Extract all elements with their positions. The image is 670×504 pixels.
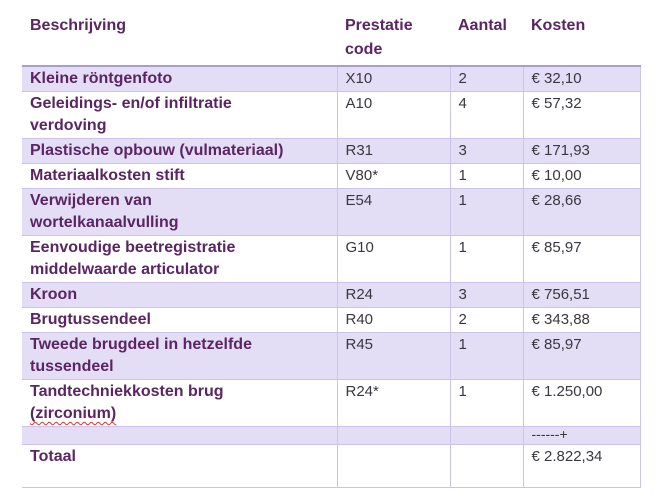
table-row: Tandtechniekkosten brug (zirconium) R24* … (22, 379, 641, 427)
aantal-cell: 3 (449, 282, 524, 308)
description-cell: Geleidings- en/of infiltratie verdoving (22, 91, 338, 139)
kosten-cell: ------+ (522, 426, 641, 445)
description-cell: Brugtussendeel (22, 307, 338, 333)
code-cell (336, 444, 451, 488)
table-row: ------+ (22, 426, 641, 445)
description-line: Plastische opbouw (vulmateriaal) (30, 142, 284, 159)
description-line: Kleine röntgenfoto (30, 70, 173, 87)
description-line: Materiaalkosten stift (30, 167, 185, 184)
description-cell (22, 426, 338, 445)
aantal-cell (449, 444, 524, 488)
cost-table-container: Beschrijving Prestatie code Aantal Koste… (22, 10, 641, 488)
kosten-cell: € 57,32 (522, 91, 641, 139)
code-cell: E54 (336, 188, 451, 236)
kosten-cell: € 343,88 (522, 307, 641, 333)
header-aantal: Aantal (458, 17, 507, 34)
table-row: Kleine röntgenfoto X10 2 € 32,10 (22, 65, 641, 92)
code-cell: G10 (336, 235, 451, 283)
table-body: Kleine röntgenfoto X10 2 € 32,10 Geleidi… (22, 65, 641, 488)
description-line: verdoving (30, 117, 107, 134)
aantal-cell: 1 (449, 188, 524, 236)
kosten-cell: € 171,93 (522, 138, 641, 164)
kosten-cell: € 85,97 (522, 235, 641, 283)
cost-table: Beschrijving Prestatie code Aantal Koste… (22, 10, 641, 488)
description-line: wortelkanaalvulling (30, 214, 179, 231)
aantal-cell (449, 426, 524, 445)
kosten-cell: € 28,66 (522, 188, 641, 236)
header-beschrijving: Beschrijving (30, 17, 127, 34)
aantal-cell: 1 (449, 163, 524, 189)
kosten-cell: € 2.822,34 (522, 444, 641, 488)
code-cell: X10 (336, 65, 451, 92)
description-cell: Kroon (22, 282, 338, 308)
header-kosten: Kosten (531, 17, 586, 34)
description-line: Totaal (30, 448, 76, 465)
code-cell: V80* (336, 163, 451, 189)
aantal-cell: 1 (449, 379, 524, 427)
description-line: middelwaarde articulator (30, 261, 220, 278)
table-header: Beschrijving Prestatie code Aantal Koste… (22, 10, 640, 66)
description-line: Tweede brugdeel in hetzelfde (30, 336, 252, 353)
description-cell: Eenvoudige beetregistratie middelwaarde a… (22, 235, 338, 283)
header-row: Beschrijving Prestatie code Aantal Koste… (22, 10, 640, 66)
kosten-cell: € 756,51 (522, 282, 641, 308)
code-cell: R40 (336, 307, 451, 333)
aantal-cell: 1 (449, 235, 524, 283)
description-line: (zirconium) (30, 405, 117, 422)
header-prestatie-code: Prestatie code (345, 17, 413, 58)
description-cell: Plastische opbouw (vulmateriaal) (22, 138, 338, 164)
aantal-cell: 2 (449, 65, 524, 92)
description-line: tussendeel (30, 358, 114, 375)
code-cell: R24 (336, 282, 451, 308)
kosten-cell: € 10,00 (522, 163, 641, 189)
code-cell: R31 (336, 138, 451, 164)
description-line: Verwijderen van (30, 192, 152, 209)
code-cell: A10 (336, 91, 451, 139)
table-row: Totaal € 2.822,34 (22, 444, 641, 488)
table-row: Tweede brugdeel in hetzelfde tussendeel R… (22, 332, 641, 380)
description-cell: Verwijderen van wortelkanaalvulling (22, 188, 338, 236)
description-line: Tandtechniekkosten brug (30, 383, 224, 400)
description-cell: Materiaalkosten stift (22, 163, 338, 189)
description-line: Geleidings- en/of infiltratie (30, 95, 232, 112)
description-cell: Totaal (22, 444, 338, 488)
aantal-cell: 2 (449, 307, 524, 333)
description-cell: Tandtechniekkosten brug (zirconium) (22, 379, 338, 427)
table-row: Brugtussendeel R40 2 € 343,88 (22, 307, 641, 333)
description-cell: Tweede brugdeel in hetzelfde tussendeel (22, 332, 338, 380)
kosten-cell: € 85,97 (522, 332, 641, 380)
description-cell: Kleine röntgenfoto (22, 65, 338, 92)
table-row: Geleidings- en/of infiltratie verdoving A… (22, 91, 641, 139)
kosten-cell: € 32,10 (522, 65, 641, 92)
table-row: Plastische opbouw (vulmateriaal) R31 3 €… (22, 138, 641, 164)
description-line: Kroon (30, 286, 78, 303)
table-row: Materiaalkosten stift V80* 1 € 10,00 (22, 163, 641, 189)
description-line: Brugtussendeel (30, 311, 151, 328)
code-cell: R45 (336, 332, 451, 380)
aantal-cell: 4 (449, 91, 524, 139)
table-row: Kroon R24 3 € 756,51 (22, 282, 641, 308)
code-cell (336, 426, 451, 445)
aantal-cell: 1 (449, 332, 524, 380)
description-line: Eenvoudige beetregistratie (30, 239, 236, 256)
kosten-cell: € 1.250,00 (522, 379, 641, 427)
aantal-cell: 3 (449, 138, 524, 164)
table-row: Eenvoudige beetregistratie middelwaarde a… (22, 235, 641, 283)
table-row: Verwijderen van wortelkanaalvulling E54 1… (22, 188, 641, 236)
code-cell: R24* (336, 379, 451, 427)
